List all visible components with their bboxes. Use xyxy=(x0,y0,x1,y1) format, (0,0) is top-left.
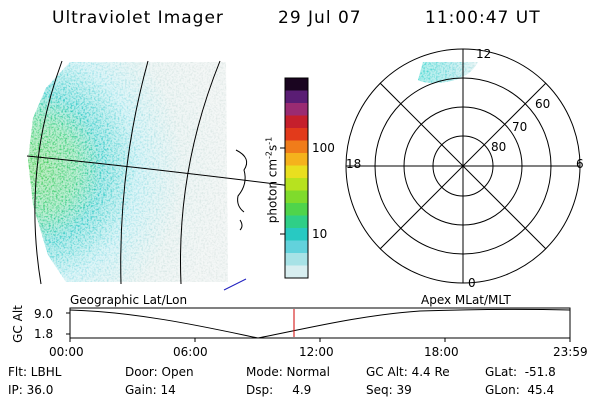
timeline-plot xyxy=(66,307,571,342)
filter-readout: Flt: LBHL xyxy=(8,365,62,379)
seq-readout: Seq: 39 xyxy=(366,383,412,397)
colorbar-swatch xyxy=(285,215,308,229)
geographic-grid xyxy=(26,60,293,291)
date-label: 29 Jul 07 xyxy=(278,8,362,28)
timeline-tick-2359: 23:59 xyxy=(553,345,588,359)
timeline-ymax: 9.0 xyxy=(34,307,54,321)
mlt-label-12: 12 xyxy=(476,47,492,61)
colorbar-swatch xyxy=(285,190,308,204)
colorbar-tick-10: 10 xyxy=(312,227,328,241)
timeline-tick-1200: 12:00 xyxy=(299,345,334,359)
colorbar xyxy=(280,77,309,279)
mode-readout: Mode: Normal xyxy=(246,365,330,379)
colorbar-swatch xyxy=(285,153,308,166)
lat-label-70: 70 xyxy=(512,120,528,134)
glon-readout: GLon: 45.4 xyxy=(485,383,555,397)
colorbar-swatch xyxy=(285,103,308,116)
ip-readout: IP: 36.0 xyxy=(8,383,54,397)
dsp-readout: Dsp: 4.9 xyxy=(246,383,312,397)
colorbar-swatch xyxy=(285,253,308,266)
colorbar-swatch xyxy=(285,90,308,104)
geographic-title: Geographic Lat/Lon xyxy=(70,293,188,307)
colorbar-swatch xyxy=(285,115,308,129)
colorbar-swatch xyxy=(285,165,308,179)
gc-alt-readout: GC Alt: 4.4 Re xyxy=(366,365,450,379)
geographic-image xyxy=(28,62,228,282)
colorbar-swatch xyxy=(285,178,308,191)
colorbar-swatch xyxy=(285,203,308,216)
colorbar-swatch xyxy=(285,140,308,154)
mlt-label-18: 18 xyxy=(346,157,362,171)
apex-title: Apex MLat/MLT xyxy=(421,293,511,307)
mlt-label-0: 0 xyxy=(468,276,476,290)
timeline-ymin: 1.8 xyxy=(34,327,54,341)
mlt-label-6: 6 xyxy=(576,157,584,171)
lat-label-80: 80 xyxy=(491,140,507,154)
glat-readout: GLat: -51.8 xyxy=(485,365,556,379)
colorbar-unit-label: photon cm-2s-1 xyxy=(264,136,280,224)
polar-plot xyxy=(345,48,581,284)
instrument-title: Ultraviolet Imager xyxy=(52,8,224,28)
timeline-tick-0000: 00:00 xyxy=(49,345,84,359)
colorbar-tick-100: 100 xyxy=(312,141,335,155)
lat-label-60: 60 xyxy=(535,97,551,111)
colorbar-swatch xyxy=(285,228,308,241)
colorbar-swatch xyxy=(285,78,308,91)
gain-readout: Gain: 14 xyxy=(125,383,176,397)
timeline-tick-1800: 18:00 xyxy=(424,345,459,359)
timeline-axis-name: GC Alt xyxy=(11,305,25,343)
door-readout: Door: Open xyxy=(125,365,194,379)
colorbar-swatch xyxy=(285,128,308,141)
timeline-tick-0600: 06:00 xyxy=(173,345,208,359)
time-label: 11:00:47 UT xyxy=(425,8,541,28)
colorbar-swatch xyxy=(285,240,308,254)
colorbar-swatch xyxy=(285,265,308,279)
